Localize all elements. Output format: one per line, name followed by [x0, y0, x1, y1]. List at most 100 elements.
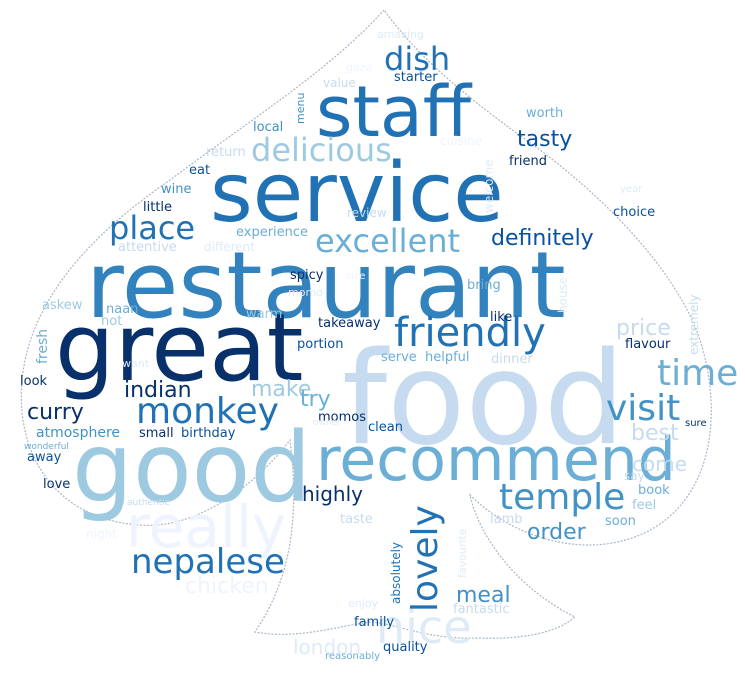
word-lovely: lovely	[405, 505, 446, 612]
word-review: review	[347, 206, 387, 220]
word-recommend: recommend	[316, 425, 676, 495]
word-fresh: fresh	[35, 328, 51, 364]
word-soon: soon	[605, 514, 636, 529]
word-enjoy: enjoy	[348, 597, 379, 610]
word-extremely: extremely	[687, 294, 701, 355]
word-reasonably: reasonably	[325, 651, 381, 662]
word-meal: meal	[456, 583, 511, 608]
word-portion: portion	[297, 337, 344, 352]
word-delicious: delicious	[251, 131, 392, 169]
word-atmosphere: atmosphere	[36, 425, 120, 441]
word-night: night	[86, 527, 117, 541]
word-serve: serve	[381, 350, 417, 365]
word-lamb: lamb	[490, 512, 523, 527]
word-menu: menu	[294, 92, 307, 124]
word-dish: dish	[384, 40, 451, 78]
word-place: place	[109, 209, 196, 247]
word-choice: choice	[613, 205, 656, 220]
word-feel: feel	[632, 498, 657, 513]
word-size: size	[346, 271, 366, 282]
word-want: want	[122, 357, 150, 370]
word-hot: hot	[101, 314, 123, 329]
word-takeaway: takeaway	[318, 316, 381, 331]
word-flavour: flavour	[625, 337, 671, 352]
word-nice: nice	[376, 600, 472, 654]
word-look: look	[20, 374, 48, 389]
word-restaurant: restaurant	[86, 232, 566, 339]
word-taste: taste	[340, 512, 373, 527]
word-different: different	[204, 240, 255, 254]
word-eat: eat	[189, 163, 211, 178]
word-friendly: friendly	[394, 310, 546, 356]
word-temple: temple	[499, 477, 626, 518]
word-tasty: tasty	[517, 127, 573, 152]
word-birthday: birthday	[181, 426, 236, 441]
word-time: time	[657, 353, 739, 394]
word-good: good	[72, 412, 312, 524]
word-visit: visit	[606, 388, 681, 429]
word-local: local	[253, 120, 284, 135]
word-chicken: chicken	[185, 574, 269, 599]
word-owner: owner	[313, 418, 341, 428]
word-curry: curry	[27, 400, 84, 425]
word-like: like	[490, 310, 513, 325]
word-food: food	[342, 325, 625, 474]
word-wonderful: wonderful	[24, 442, 69, 452]
word-sure: sure	[685, 418, 707, 429]
word-starter: starter	[394, 70, 438, 85]
word-helpful: helpful	[425, 350, 470, 365]
word-small: small	[139, 426, 174, 441]
word-book: book	[638, 483, 670, 498]
word-little: little	[143, 200, 173, 215]
word-bring: bring	[467, 278, 501, 293]
word-spicy: spicy	[290, 268, 324, 283]
word-excellent: excellent	[315, 222, 461, 260]
word-service: service	[210, 146, 504, 241]
word-return: return	[206, 145, 246, 160]
word-order: order	[527, 520, 586, 545]
word-amazing: amazing	[377, 28, 424, 41]
word-naan: naan	[106, 302, 139, 317]
word-nepalese: nepalese	[131, 542, 285, 582]
word-house: house	[556, 276, 570, 313]
word-value: value	[323, 76, 356, 90]
word-experience: experience	[236, 225, 309, 240]
word-london: london	[293, 635, 362, 659]
word-family: family	[354, 615, 395, 630]
word-year: year	[620, 184, 643, 195]
word-best: best	[631, 421, 679, 446]
word-dinner: dinner	[491, 352, 533, 367]
word-indian: indian	[124, 378, 192, 403]
word-highly: highly	[302, 482, 363, 506]
word-welcome: welcome	[482, 159, 496, 213]
word-friend: friend	[509, 154, 548, 169]
word-try: try	[300, 387, 331, 412]
word-askew: askew	[42, 298, 83, 313]
word-come: come	[632, 452, 688, 476]
word-attentive: attentive	[118, 240, 177, 255]
word-favourite: favourite	[456, 528, 469, 578]
word-really: really	[126, 493, 287, 561]
word-gaze: gaze	[346, 61, 373, 74]
word-staff: staff	[316, 71, 472, 153]
word-make: make	[251, 377, 312, 402]
word-momos: momos	[318, 410, 367, 425]
word-worth: worth	[526, 106, 564, 121]
word-price: price	[616, 316, 671, 341]
word-definitely: definitely	[491, 226, 594, 251]
word-authentic: authentic	[127, 498, 170, 508]
word-warm: warm	[246, 307, 283, 322]
word-cuisine: cuisine	[440, 134, 483, 148]
word-wine: wine	[161, 182, 192, 197]
word-clean: clean	[368, 420, 403, 435]
word-monkey: monkey	[136, 391, 279, 432]
word-fantastic: fantastic	[453, 602, 510, 617]
word-absolutely: absolutely	[389, 541, 403, 604]
word-great: great	[55, 294, 304, 403]
word-momo: momo	[288, 286, 323, 299]
word-away: away	[27, 450, 62, 465]
word-say: say	[624, 469, 645, 483]
word-quality: quality	[383, 640, 428, 655]
